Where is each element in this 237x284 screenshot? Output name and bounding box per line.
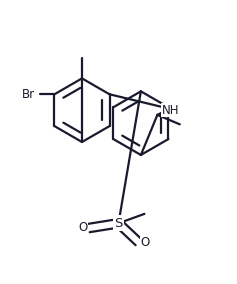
Text: Br: Br (22, 88, 35, 101)
Text: NH: NH (162, 104, 179, 117)
Text: O: O (78, 222, 87, 235)
Text: O: O (140, 236, 150, 248)
Text: S: S (114, 217, 123, 230)
